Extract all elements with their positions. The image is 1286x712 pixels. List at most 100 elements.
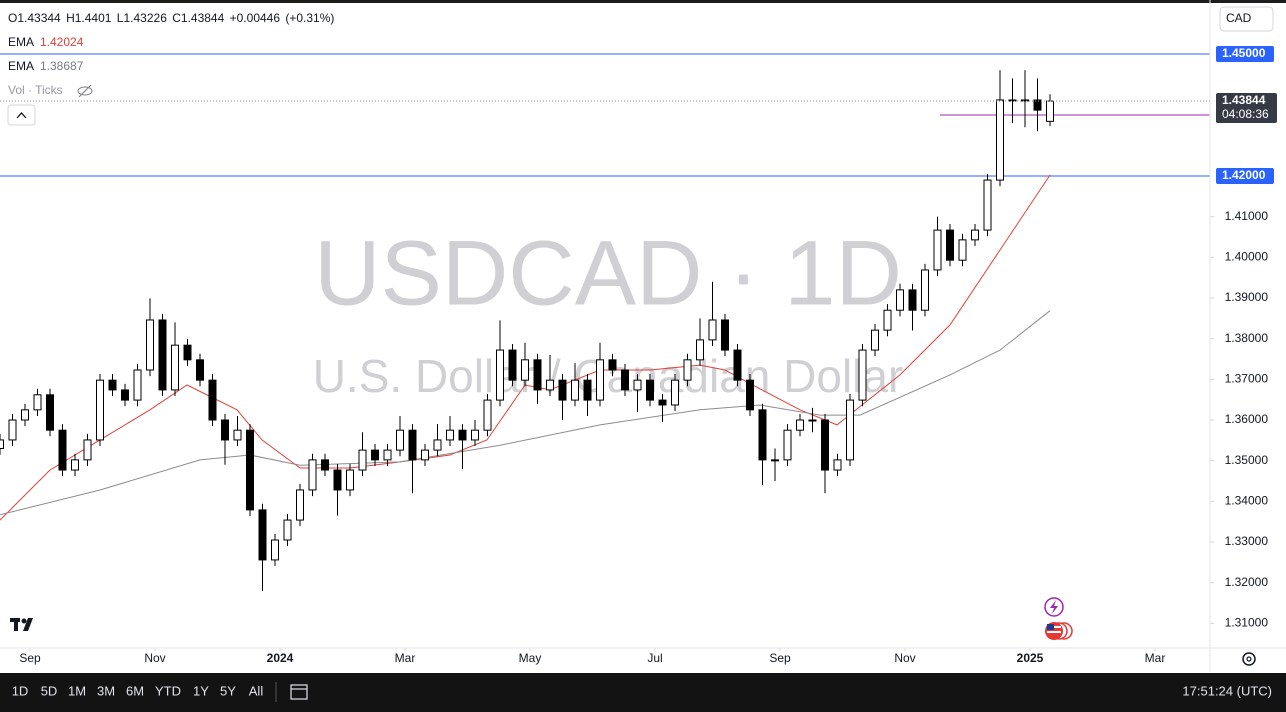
x-tick-label: Mar	[395, 651, 416, 665]
candle-body	[383, 449, 392, 461]
x-tick-label: Jul	[647, 651, 662, 665]
candle-body	[996, 99, 1004, 181]
candle-body	[571, 379, 579, 401]
y-tick-label: 1.41000	[1225, 209, 1269, 223]
candle-body	[958, 239, 967, 261]
candle-body	[171, 344, 179, 391]
overlay: 1.31000 1.32000 1.33000 1.34000 1.35000 1.360…	[19, 46, 1277, 665]
candle-body	[708, 319, 717, 341]
candle-body	[283, 519, 292, 541]
ohlc-letter: H	[66, 11, 75, 25]
candle-body	[258, 509, 267, 561]
ohlc-value: 1.43844	[181, 11, 225, 25]
candle-body	[196, 359, 204, 381]
legend-name: EMA	[8, 35, 34, 49]
logo	[10, 618, 33, 631]
y-tick-label: 1.39000	[1225, 290, 1269, 304]
range-button[interactable]: 5D	[41, 683, 58, 698]
candle-body	[933, 229, 942, 271]
candle-body	[183, 344, 192, 361]
ohlc-letter: C	[172, 11, 181, 25]
candle-body	[408, 429, 417, 461]
candle-body	[546, 379, 554, 391]
candle-body	[421, 449, 429, 461]
candle-body	[883, 309, 892, 331]
candle-body	[721, 319, 729, 351]
range-button[interactable]: All	[249, 683, 264, 698]
candle-body	[796, 419, 804, 431]
y-tick-label: 1.35000	[1225, 453, 1269, 467]
date-range-button[interactable]	[290, 684, 308, 700]
price-level-label: 1.42000	[1222, 168, 1266, 182]
candle-body	[8, 419, 17, 441]
y-tick-label: 1.32000	[1225, 575, 1269, 589]
range-button[interactable]: 1Y	[193, 683, 209, 698]
event-icons[interactable]	[1044, 597, 1073, 640]
candle-body	[58, 429, 67, 471]
price-level-label: 1.45000	[1222, 46, 1266, 60]
visibility-toggle[interactable]	[77, 84, 93, 98]
legend-value: 1.38687	[40, 59, 84, 73]
x-tick-label: Sep	[769, 651, 791, 665]
candle-body	[83, 439, 92, 461]
candle-body	[308, 459, 317, 491]
candle-body	[346, 469, 354, 491]
candle-body	[208, 379, 217, 421]
range-button[interactable]: 1M	[68, 683, 86, 698]
candle-body	[746, 379, 754, 411]
candle-body	[446, 429, 454, 441]
last-price-box	[1216, 93, 1277, 124]
y-tick-label: 1.31000	[1225, 616, 1269, 630]
candle-body	[683, 359, 692, 381]
ohlc-change: +0.00446	[230, 11, 281, 25]
candle-body	[733, 349, 742, 381]
y-tick-label: 1.37000	[1225, 372, 1269, 386]
range-buttons: 1D 5D 1M 3M 6M YTD 1Y 5Y All	[12, 683, 264, 698]
y-tick-label: 1.34000	[1225, 494, 1269, 508]
ohlc-change-pct: (+0.31%)	[285, 11, 334, 25]
x-tick-label: 2024	[267, 651, 294, 665]
candle-body	[846, 399, 854, 461]
candle-body	[296, 489, 304, 521]
collapse-legend-button[interactable]	[7, 104, 36, 126]
candle-body	[396, 429, 404, 451]
candle-body	[321, 459, 329, 471]
candle-body	[108, 379, 117, 391]
candle-body	[671, 379, 679, 406]
x-tick-label: May	[519, 651, 542, 665]
candle-body	[496, 349, 504, 401]
candle-body	[821, 419, 829, 471]
range-button[interactable]: 1D	[12, 683, 29, 698]
candle-body	[483, 399, 492, 431]
candle-body	[271, 539, 279, 561]
y-tick-label: 1.40000	[1225, 250, 1269, 264]
candle-body	[21, 409, 29, 421]
ohlc-value: 1.43226	[123, 11, 167, 25]
range-button[interactable]: YTD	[155, 683, 181, 698]
candle-body	[833, 459, 842, 471]
candle-body	[621, 369, 629, 391]
candle-body	[921, 269, 929, 311]
plot-area	[0, 53, 1214, 651]
candle-body	[458, 429, 467, 441]
candle-body	[146, 319, 154, 371]
ohlc-letter: L	[117, 11, 124, 25]
candle-body	[558, 379, 567, 401]
range-button[interactable]: 5Y	[220, 683, 236, 698]
candle-body	[121, 389, 129, 401]
candle-body	[233, 429, 242, 441]
ohlc-value: 1.43344	[17, 11, 61, 25]
candle-body	[508, 349, 517, 381]
ema-line	[0, 310, 1051, 516]
settings-button[interactable]	[1242, 652, 1256, 666]
currency-label[interactable]: CAD	[1226, 11, 1252, 25]
range-button[interactable]: 6M	[126, 683, 144, 698]
range-button[interactable]: 3M	[97, 683, 115, 698]
countdown: 04:08:36	[1222, 107, 1269, 121]
price-level-box	[1216, 46, 1274, 63]
currency-button[interactable]: CAD	[1219, 6, 1274, 32]
last-price-label: 1.43844	[1222, 93, 1266, 107]
candle-body	[583, 379, 592, 401]
candle-body	[971, 229, 979, 241]
candle-body	[896, 289, 904, 311]
